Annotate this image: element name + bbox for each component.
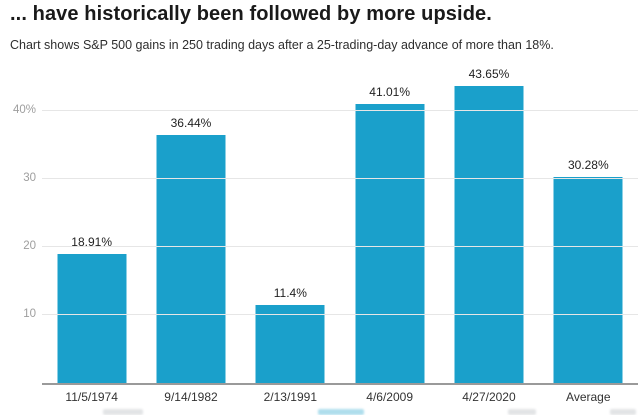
- bar: [355, 103, 425, 383]
- bar: [553, 176, 623, 383]
- page-title: ... have historically been followed by m…: [10, 3, 492, 25]
- gridline: [42, 109, 638, 111]
- y-axis-tick-label: 10: [23, 307, 36, 320]
- x-axis-tick-label: 9/14/1982: [164, 390, 218, 404]
- chart-subtitle: Chart shows S&P 500 gains in 250 trading…: [10, 38, 554, 52]
- x-axis-tick-label: 4/6/2009: [366, 390, 413, 404]
- bar: [255, 305, 325, 383]
- gridline: [42, 177, 638, 179]
- bar: [454, 86, 524, 383]
- plot-area: 18.91% 11/5/1974 36.44% 9/14/1982 11.4% 2/13/…: [42, 67, 638, 404]
- bar-slot: 36.44% 9/14/1982: [141, 70, 240, 404]
- bar-chart: 18.91% 11/5/1974 36.44% 9/14/1982 11.4% 2/13/…: [0, 60, 640, 415]
- y-axis-tick-label: 30: [23, 171, 36, 184]
- bar-value-label: 41.01%: [369, 84, 410, 99]
- bar-slot: 18.91% 11/5/1974: [42, 70, 141, 404]
- bar-slot: 41.01% 4/6/2009: [340, 70, 439, 404]
- cropped-text-artifact: [610, 409, 636, 415]
- bar-slot: 11.4% 2/13/1991: [241, 70, 340, 404]
- x-axis-tick-label: 11/5/1974: [65, 390, 118, 404]
- bar-slots: 18.91% 11/5/1974 36.44% 9/14/1982 11.4% 2/13/…: [42, 67, 638, 404]
- bar: [57, 254, 127, 383]
- gridline: [42, 313, 638, 315]
- cropped-text-artifact: [508, 409, 536, 415]
- bar-value-label: 18.91%: [71, 235, 113, 250]
- bar-value-label: 36.44%: [170, 116, 212, 131]
- y-axis-tick-label: 20: [23, 239, 36, 252]
- bar-slot: 30.28% Average: [539, 70, 638, 404]
- cropped-text-artifact: [103, 409, 143, 415]
- cropped-text-artifact: [318, 409, 364, 415]
- bar-value-label: 11.4%: [273, 286, 307, 301]
- x-axis-tick-label: Average: [566, 390, 611, 404]
- bar-slot: 43.65% 4/27/2020: [439, 67, 538, 404]
- bar-value-label: 30.28%: [567, 157, 609, 172]
- bar-value-label: 43.65%: [468, 67, 510, 81]
- x-axis-tick-label: 4/27/2020: [462, 390, 516, 404]
- gridline: [42, 245, 638, 247]
- x-axis-tick-label: 2/13/1991: [263, 390, 318, 404]
- y-axis-tick-label: 40%: [12, 103, 36, 116]
- bar: [156, 135, 226, 383]
